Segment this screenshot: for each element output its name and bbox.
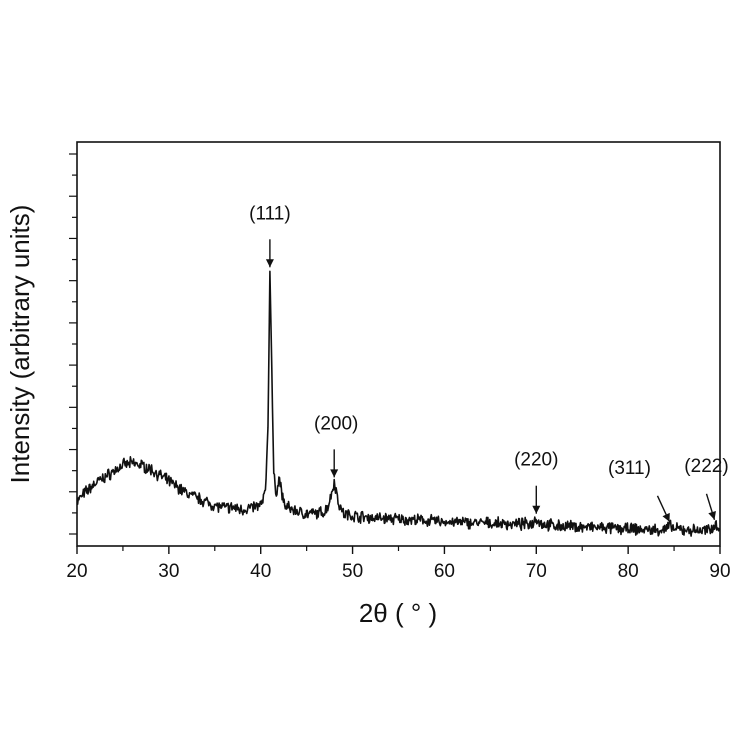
peak-label: (311): [608, 458, 651, 479]
series-line-xrd: [76, 270, 721, 537]
x-tick-label: 50: [342, 561, 363, 582]
peak-annotation: (200): [314, 413, 358, 478]
x-tick-label: 30: [158, 561, 179, 582]
x-tick-label: 80: [618, 561, 639, 582]
peak-arrow-head: [265, 259, 274, 268]
x-tick-label: 90: [709, 561, 730, 582]
peak-label: (220): [514, 450, 558, 471]
peak-label: (200): [314, 413, 358, 434]
peak-label: (222): [684, 456, 728, 477]
peak-arrow-head: [662, 512, 670, 522]
peak-annotation: (111): [249, 203, 291, 268]
axis-ticks: [69, 153, 721, 554]
x-tick-label: 20: [66, 561, 87, 582]
x-tick-label: 60: [434, 561, 455, 582]
x-tick-labels: 20 30 40 50 60 70 80 90: [66, 561, 730, 582]
peak-label: (111): [249, 203, 291, 224]
peak-arrow-head: [532, 505, 541, 514]
plot-frame: [76, 141, 721, 547]
peak-annotation: (220): [514, 450, 558, 514]
peak-arrow-head: [330, 469, 339, 478]
x-axis-title: 2θ ( ° ): [359, 598, 437, 628]
peak-annotation: (222): [684, 456, 729, 520]
peak-annotations: (111) (200) (220) (311) (222): [249, 203, 729, 523]
x-tick-label: 70: [526, 561, 547, 582]
x-tick-label: 40: [250, 561, 271, 582]
peak-annotation: (311): [608, 458, 671, 523]
peak-arrow-head: [708, 510, 716, 520]
y-axis-title: Intensity (arbitrary units): [5, 205, 35, 484]
